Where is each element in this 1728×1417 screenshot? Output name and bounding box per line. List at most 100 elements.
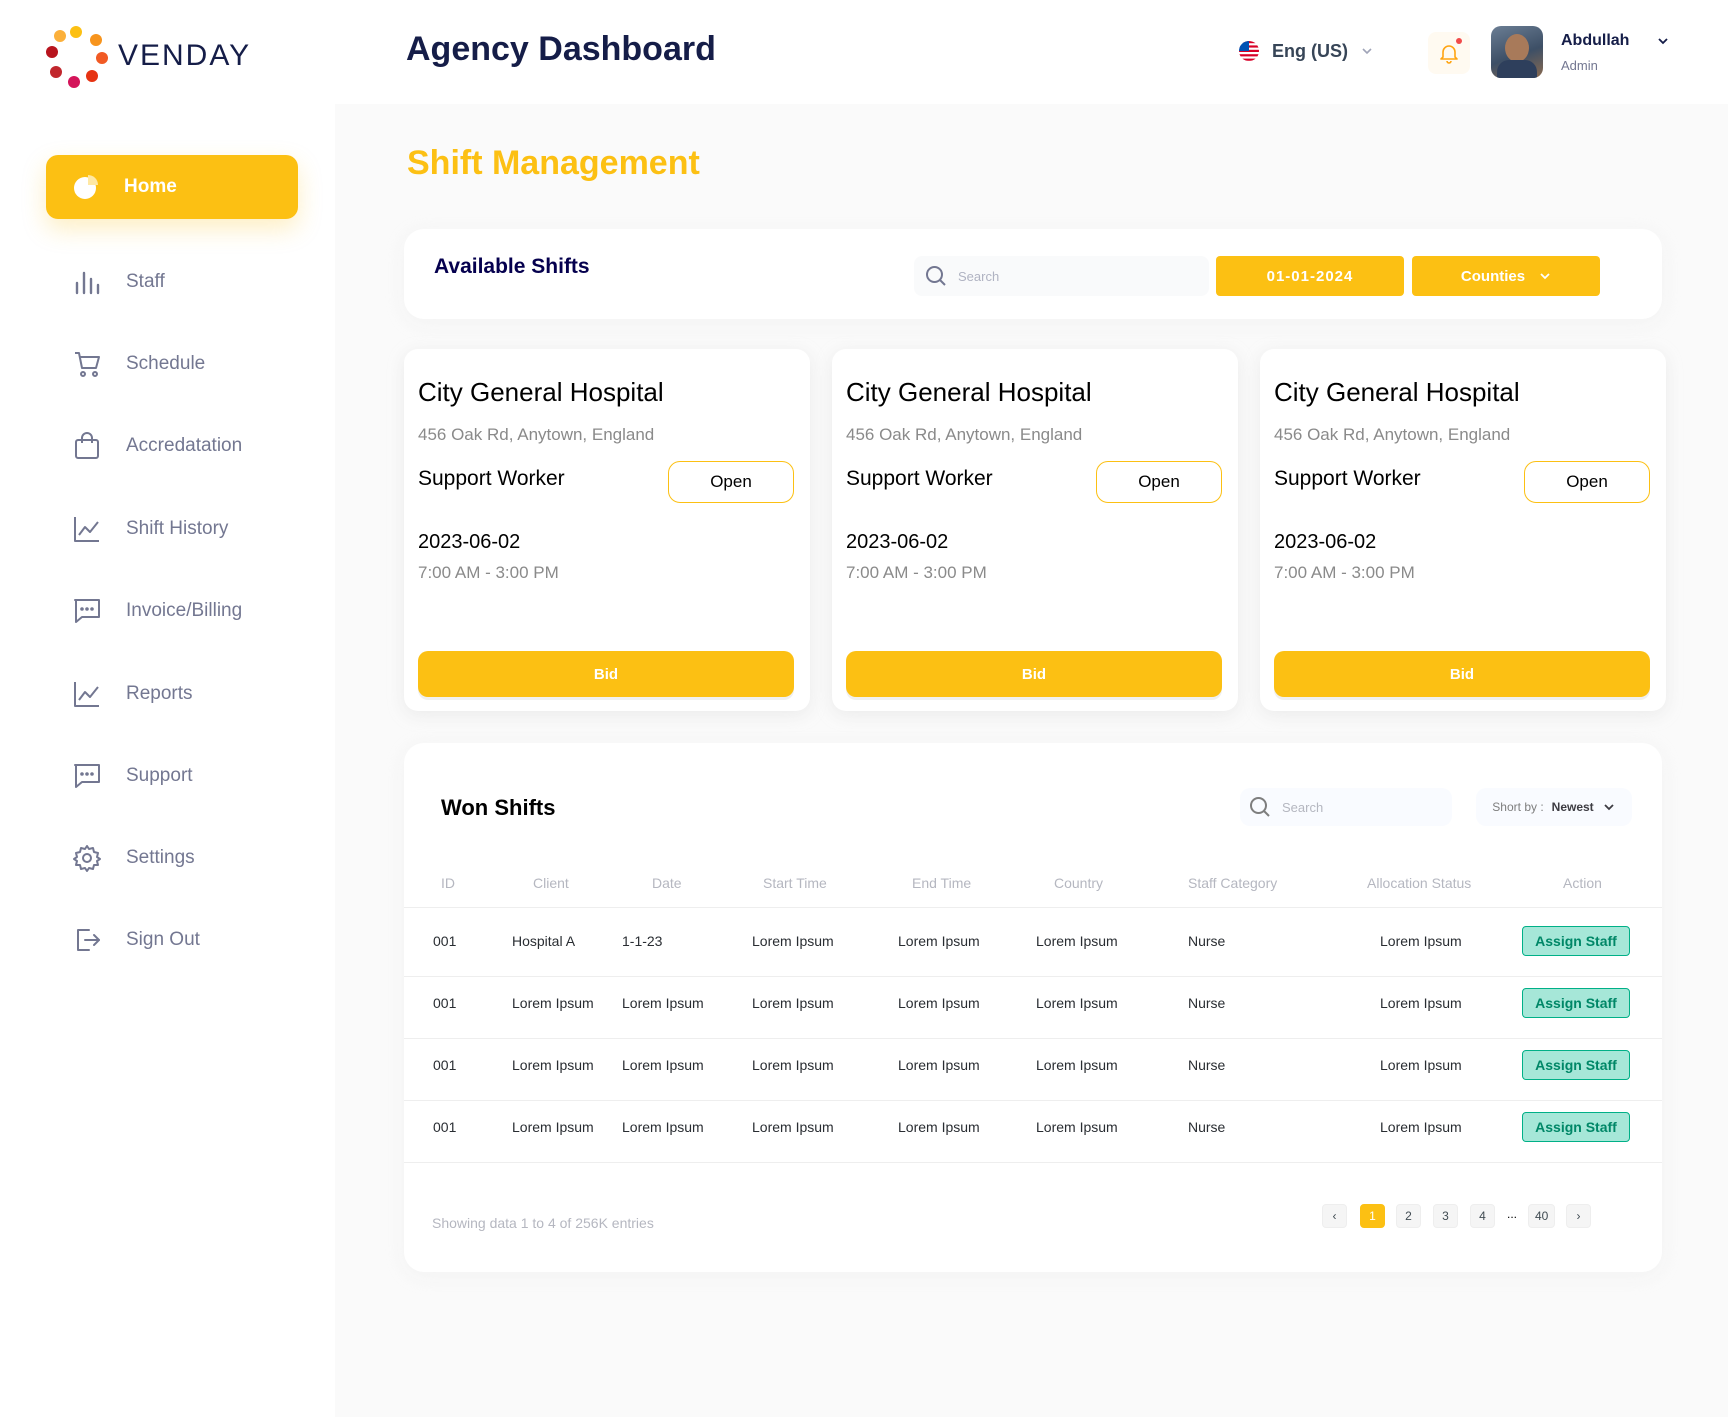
divider	[404, 976, 1662, 977]
status-badge[interactable]: Open	[1096, 461, 1222, 503]
cell-allocation-status: Lorem Ipsum	[1380, 1119, 1462, 1135]
cart-icon	[75, 352, 100, 377]
cell-date: 1-1-23	[622, 933, 663, 949]
cell-start-time: Lorem Ipsum	[752, 995, 834, 1011]
status-badge[interactable]: Open	[668, 461, 794, 503]
cell-start-time: Lorem Ipsum	[752, 1119, 834, 1135]
card-role: Support Worker	[846, 467, 993, 490]
chevron-down-icon[interactable]	[1656, 34, 1670, 48]
won-search-input[interactable]: Search	[1240, 788, 1452, 826]
search-placeholder: Search	[958, 268, 1000, 284]
chevron-down-icon	[1604, 804, 1614, 811]
cell-date: Lorem Ipsum	[622, 995, 704, 1011]
pagination-page-3[interactable]: 3	[1433, 1204, 1458, 1228]
column-header-client: Client	[533, 875, 569, 891]
us-flag-icon	[1239, 41, 1259, 61]
divider	[404, 1162, 1662, 1163]
sidebar-item-label: Reports	[126, 683, 193, 704]
available-search-input[interactable]: Search	[914, 256, 1209, 296]
shift-cards: City General Hospital 456 Oak Rd, Anytow…	[404, 349, 1666, 711]
assign-staff-button[interactable]: Assign Staff	[1522, 1050, 1630, 1080]
cell-end-time: Lorem Ipsum	[898, 995, 980, 1011]
notifications-button[interactable]	[1428, 32, 1470, 74]
available-shifts-bar: Available Shifts Search 01-01-2024 Count…	[404, 229, 1662, 319]
bid-button[interactable]: Bid	[1274, 651, 1650, 697]
card-role: Support Worker	[1274, 467, 1421, 490]
won-shifts-title: Won Shifts	[441, 795, 556, 820]
pagination-page-2[interactable]: 2	[1396, 1204, 1421, 1228]
sidebar-item-reports[interactable]: Reports	[72, 679, 193, 709]
sidebar-item-shift-history[interactable]: Shift History	[72, 514, 228, 544]
pie-chart-icon	[74, 175, 98, 199]
card-address: 456 Oak Rd, Anytown, England	[846, 425, 1083, 444]
brand-logo[interactable]: VENDAY	[44, 24, 251, 88]
user-name: Abdullah	[1561, 32, 1630, 49]
pagination-page-4[interactable]: 4	[1470, 1204, 1495, 1228]
sidebar-item-sign-out[interactable]: Sign Out	[72, 925, 200, 955]
card-address: 456 Oak Rd, Anytown, England	[1274, 425, 1511, 444]
card-date: 2023-06-02	[1274, 531, 1377, 553]
cell-client: Hospital A	[512, 933, 576, 949]
entries-summary: Showing data 1 to 4 of 256K entries	[432, 1215, 654, 1231]
column-header-staff-category: Staff Category	[1188, 875, 1278, 891]
assign-staff-button[interactable]: Assign Staff	[1522, 988, 1630, 1018]
card-address: 456 Oak Rd, Anytown, England	[418, 425, 655, 444]
chevron-down-icon	[1540, 273, 1550, 280]
sidebar-item-label: Invoice/Billing	[126, 600, 243, 621]
assign-staff-button[interactable]: Assign Staff	[1522, 926, 1630, 956]
sidebar-item-schedule[interactable]: Schedule	[72, 349, 205, 379]
pagination-page-1[interactable]: 1	[1360, 1204, 1385, 1228]
cell-country: Lorem Ipsum	[1036, 1119, 1118, 1135]
sidebar-item-support[interactable]: Support	[72, 761, 193, 791]
sidebar-item-accredatation[interactable]: Accredatation	[72, 431, 242, 461]
venday-logo-icon	[46, 26, 108, 88]
assign-staff-button[interactable]: Assign Staff	[1522, 1112, 1630, 1142]
page-title: Agency Dashboard	[406, 30, 716, 68]
gear-icon	[73, 845, 101, 872]
cell-allocation-status: Lorem Ipsum	[1380, 1057, 1462, 1073]
sidebar-item-staff[interactable]: Staff	[72, 267, 165, 297]
status-badge[interactable]: Open	[1524, 461, 1650, 503]
sort-dropdown[interactable]: Short by : Newest	[1476, 788, 1632, 826]
cell-country: Lorem Ipsum	[1036, 1057, 1118, 1073]
sidebar-item-label: Settings	[126, 847, 195, 868]
card-date: 2023-06-02	[418, 531, 521, 553]
brand-name: VENDAY	[118, 39, 252, 72]
cell-id: 001	[433, 995, 457, 1011]
cell-staff-category: Nurse	[1188, 933, 1226, 949]
counties-dropdown[interactable]: Counties	[1412, 256, 1600, 296]
sidebar-item-settings[interactable]: Settings	[72, 843, 195, 873]
line-chart-icon	[74, 682, 99, 707]
card-title: City General Hospital	[1274, 377, 1520, 407]
cell-id: 001	[433, 1119, 457, 1135]
sidebar-item-invoice-billing[interactable]: Invoice/Billing	[72, 596, 242, 626]
chevron-down-icon	[1362, 48, 1372, 55]
column-header-allocation-status: Allocation Status	[1367, 875, 1472, 891]
cell-date: Lorem Ipsum	[622, 1119, 704, 1135]
card-time: 7:00 AM - 3:00 PM	[418, 563, 559, 582]
message-icon	[74, 764, 100, 788]
pagination-next[interactable]: ›	[1566, 1204, 1591, 1228]
language-selector[interactable]: Eng (US)	[1238, 40, 1374, 62]
cell-start-time: Lorem Ipsum	[752, 933, 834, 949]
shift-card: City General Hospital 456 Oak Rd, Anytow…	[1260, 349, 1666, 711]
cell-end-time: Lorem Ipsum	[898, 1057, 980, 1073]
sidebar-item-home[interactable]: Home	[46, 155, 298, 219]
shopping-bag-icon	[75, 432, 99, 459]
pagination-page-last[interactable]: 40	[1528, 1204, 1556, 1228]
counties-label: Counties	[1460, 267, 1526, 285]
sidebar-item-label: Support	[126, 765, 193, 786]
column-header-date: Date	[652, 875, 682, 891]
date-picker-button[interactable]: 01-01-2024	[1216, 256, 1404, 296]
bid-button[interactable]: Bid	[418, 651, 794, 697]
pagination-ellipsis: ...	[1507, 1207, 1518, 1221]
column-header-country: Country	[1054, 875, 1104, 891]
avatar[interactable]	[1491, 26, 1543, 78]
cell-id: 001	[433, 1057, 457, 1073]
bid-button[interactable]: Bid	[846, 651, 1222, 697]
user-role: Admin	[1561, 58, 1598, 73]
pagination-prev[interactable]: ‹	[1322, 1204, 1347, 1228]
cell-start-time: Lorem Ipsum	[752, 1057, 834, 1073]
cell-end-time: Lorem Ipsum	[898, 1119, 980, 1135]
bar-chart-icon	[75, 271, 100, 295]
